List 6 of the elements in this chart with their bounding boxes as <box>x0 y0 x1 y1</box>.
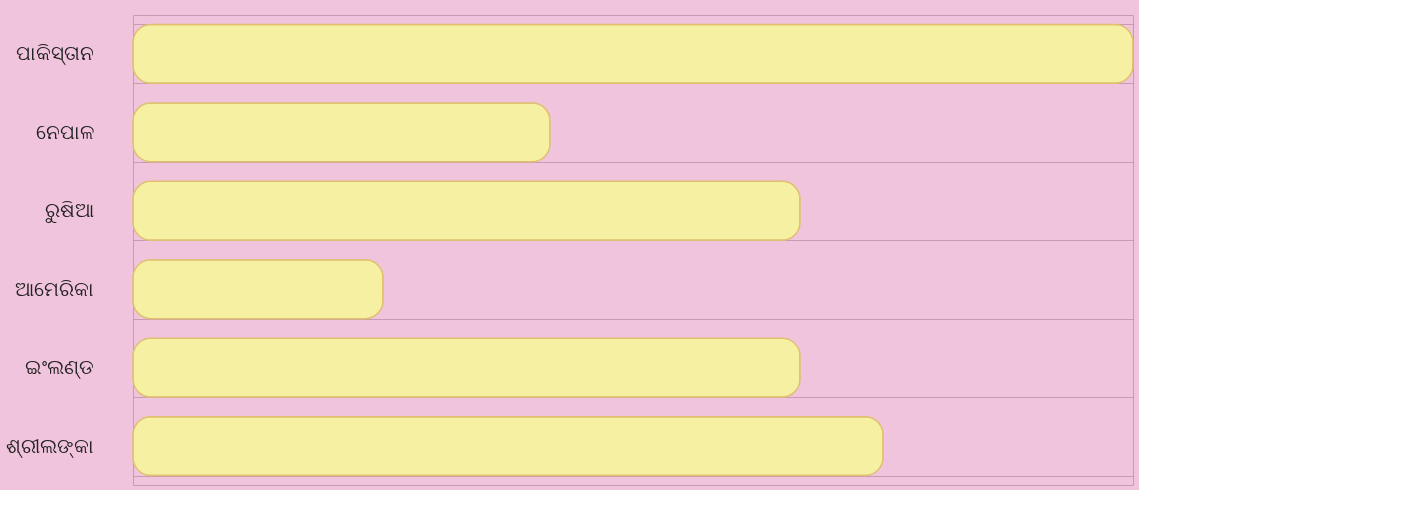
y-tick-label: ପାକିସ୍ତାନ <box>15 41 94 66</box>
y-tick-label: ନେପାଳ <box>35 119 94 144</box>
y-tick-label: ଶ୍ରୀଲଙ୍କା <box>5 433 94 458</box>
y-tick-label: ଇଂଲଣ୍ଡ <box>24 355 94 380</box>
y-tick-label: ରୁଷିଆ <box>44 198 94 224</box>
y-tick-label: ଆମେରିକା <box>14 276 94 301</box>
